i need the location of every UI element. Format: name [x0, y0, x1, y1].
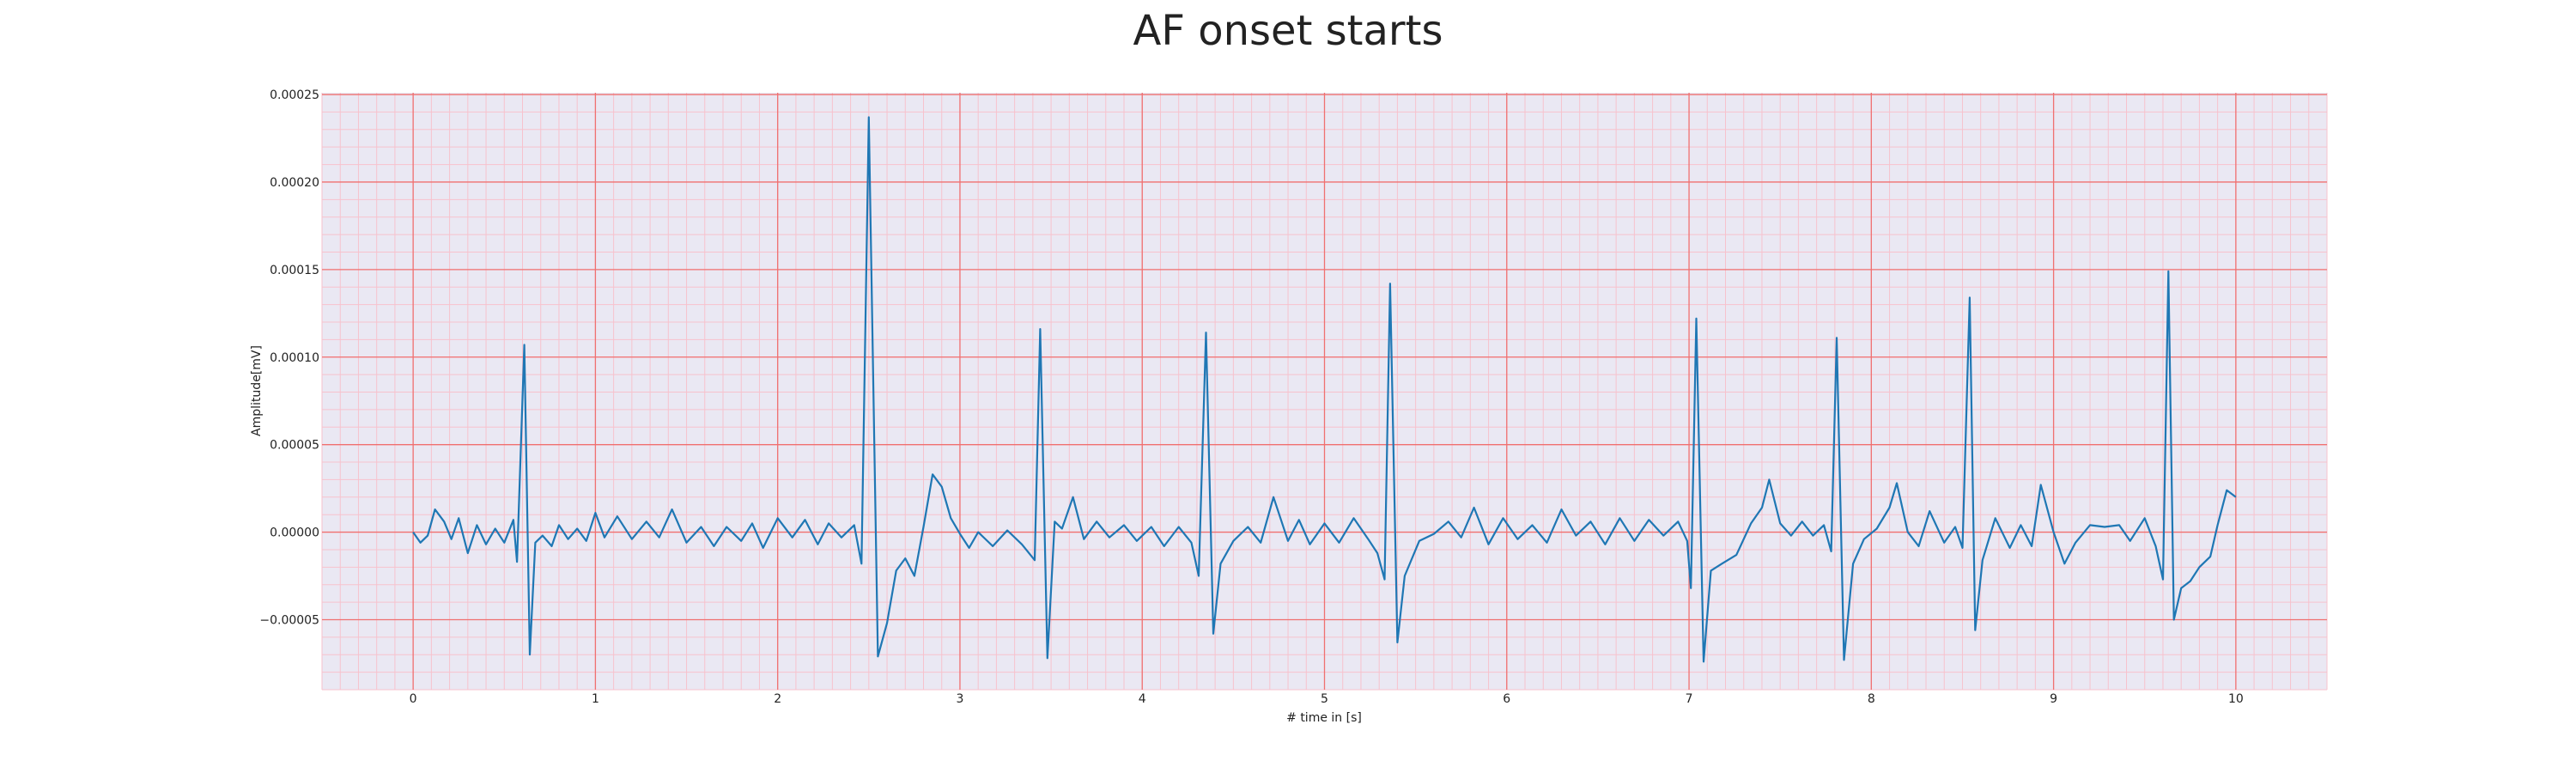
y-tick-label: −0.00005 — [259, 613, 319, 627]
y-tick-labels: −0.00005 0.00000 0.00005 0.00010 0.00015 0.00… — [259, 88, 319, 627]
series-line — [412, 116, 2237, 663]
x-tick-label: 9 — [2050, 692, 2057, 706]
x-tick-label: 4 — [1139, 692, 1146, 706]
x-tick-label: 6 — [1503, 692, 1510, 706]
x-tick-label: 10 — [2228, 692, 2244, 706]
x-tick-label: 0 — [410, 692, 417, 706]
y-axis-label: Amplitude[mV] — [250, 345, 264, 436]
y-tick-label: 0.00010 — [270, 351, 319, 365]
y-tick-label: 0.00000 — [270, 526, 319, 540]
y-tick-label: 0.00020 — [270, 176, 319, 190]
x-tick-label: 7 — [1686, 692, 1693, 706]
x-tick-label: 8 — [1868, 692, 1875, 706]
x-tick-label: 3 — [956, 692, 963, 706]
x-tick-label: 1 — [592, 692, 599, 706]
y-tick-label: 0.00015 — [270, 264, 319, 277]
x-tick-label: 5 — [1321, 692, 1328, 706]
x-axis-label: # time in [s] — [1286, 711, 1362, 725]
major-grid — [322, 93, 2327, 690]
chart-title: AF onset starts — [1133, 7, 1443, 55]
x-tick-labels: 0 1 2 3 4 5 6 7 8 9 10 — [410, 692, 2244, 706]
x-tick-label: 2 — [774, 692, 781, 706]
y-tick-label: 0.00005 — [270, 439, 319, 453]
y-tick-label: 0.00025 — [270, 88, 319, 102]
